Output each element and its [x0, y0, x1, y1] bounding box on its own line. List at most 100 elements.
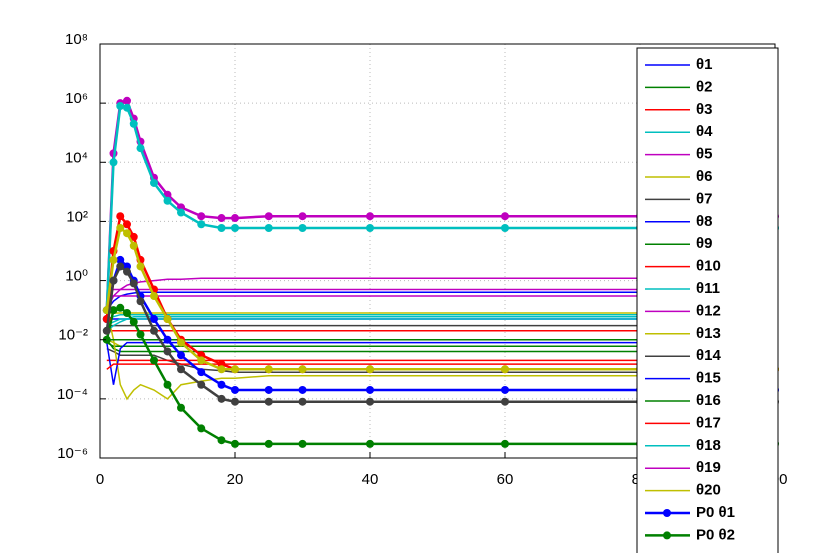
data-point — [298, 212, 307, 221]
data-point — [123, 309, 131, 318]
legend-label: θ7 — [696, 190, 712, 207]
data-point — [116, 102, 125, 111]
data-point — [264, 223, 273, 232]
data-point — [231, 365, 239, 374]
data-point — [231, 223, 239, 232]
legend-label: θ2 — [696, 78, 712, 95]
data-point — [231, 397, 239, 406]
legend-label: θ19 — [696, 459, 721, 476]
data-point — [366, 365, 374, 374]
data-point — [264, 397, 273, 406]
data-point — [298, 439, 307, 448]
legend-label: θ14 — [696, 347, 721, 364]
x-tick-label: 0 — [96, 471, 104, 488]
y-tick-label: 10⁴ — [65, 149, 88, 166]
data-point — [129, 232, 138, 241]
data-point — [177, 338, 185, 347]
data-point — [123, 267, 131, 276]
data-point — [217, 394, 226, 403]
data-point — [217, 436, 226, 445]
y-tick-label: 10⁻⁴ — [57, 386, 88, 403]
series-line — [106, 341, 775, 385]
legend-label: θ17 — [696, 414, 721, 431]
legend-label: θ3 — [696, 101, 712, 118]
data-point — [217, 223, 226, 232]
data-point — [231, 385, 239, 394]
data-point — [116, 262, 125, 271]
data-point — [366, 223, 374, 232]
data-point — [501, 365, 509, 374]
legend-label: P0 θ1 — [696, 504, 735, 521]
legend-label: θ9 — [696, 235, 712, 252]
data-point — [501, 397, 509, 406]
series-line — [106, 277, 775, 311]
legend-label: θ18 — [696, 437, 721, 454]
data-point — [109, 255, 118, 264]
data-point — [264, 212, 273, 221]
data-point — [217, 380, 226, 389]
data-point — [177, 403, 185, 412]
data-point — [197, 356, 206, 365]
data-point — [129, 317, 138, 326]
series-line — [106, 347, 775, 373]
legend-label: θ5 — [696, 146, 712, 163]
data-point — [298, 223, 307, 232]
data-point — [264, 439, 273, 448]
data-point — [123, 229, 131, 238]
data-point — [197, 424, 206, 433]
data-point — [501, 385, 509, 394]
data-point — [231, 439, 239, 448]
data-point — [298, 397, 307, 406]
y-tick-label: 10⁶ — [65, 90, 88, 107]
data-point — [136, 297, 145, 306]
data-point — [163, 315, 172, 324]
data-point — [177, 351, 185, 360]
data-point — [116, 223, 125, 232]
data-point — [163, 335, 172, 344]
legend-label: θ6 — [696, 168, 712, 185]
data-point — [109, 158, 118, 167]
data-point — [197, 380, 206, 389]
legend-label: θ15 — [696, 370, 721, 387]
series-line — [106, 291, 775, 311]
data-point — [366, 385, 374, 394]
data-point — [298, 365, 307, 374]
legend-label: θ20 — [696, 482, 721, 499]
legend-marker — [663, 509, 671, 517]
data-point — [102, 335, 111, 344]
data-point — [197, 220, 206, 229]
data-point — [102, 326, 111, 335]
legend-label: θ1 — [696, 56, 712, 73]
data-point — [197, 212, 206, 221]
x-tick-label: 20 — [227, 471, 244, 488]
data-point — [150, 292, 158, 301]
data-point — [501, 223, 509, 232]
data-point — [116, 255, 125, 264]
data-point — [109, 276, 118, 285]
legend-label: θ13 — [696, 325, 721, 342]
data-point — [129, 241, 138, 250]
data-point — [177, 365, 185, 374]
series-line — [106, 315, 775, 332]
data-point — [217, 214, 226, 223]
legend-label: θ8 — [696, 213, 712, 230]
data-point — [116, 303, 125, 312]
data-point — [366, 397, 374, 406]
data-point — [136, 144, 145, 153]
data-point — [150, 178, 158, 187]
legend-label: P0 θ2 — [696, 526, 735, 543]
legend-label: θ11 — [696, 280, 720, 297]
data-point — [150, 356, 158, 365]
legend-marker — [663, 531, 671, 540]
y-tick-label: 10² — [66, 208, 88, 225]
x-tick-label: 60 — [497, 471, 514, 488]
data-point — [163, 196, 172, 205]
data-point — [129, 279, 138, 288]
legend-label: θ16 — [696, 392, 721, 409]
y-tick-label: 10⁰ — [65, 268, 88, 285]
x-tick-label: 40 — [362, 471, 379, 488]
y-tick-label: 10⁸ — [65, 31, 88, 48]
y-tick-label: 10⁻² — [58, 327, 88, 344]
data-point — [298, 385, 307, 394]
legend-label: θ4 — [696, 123, 713, 140]
